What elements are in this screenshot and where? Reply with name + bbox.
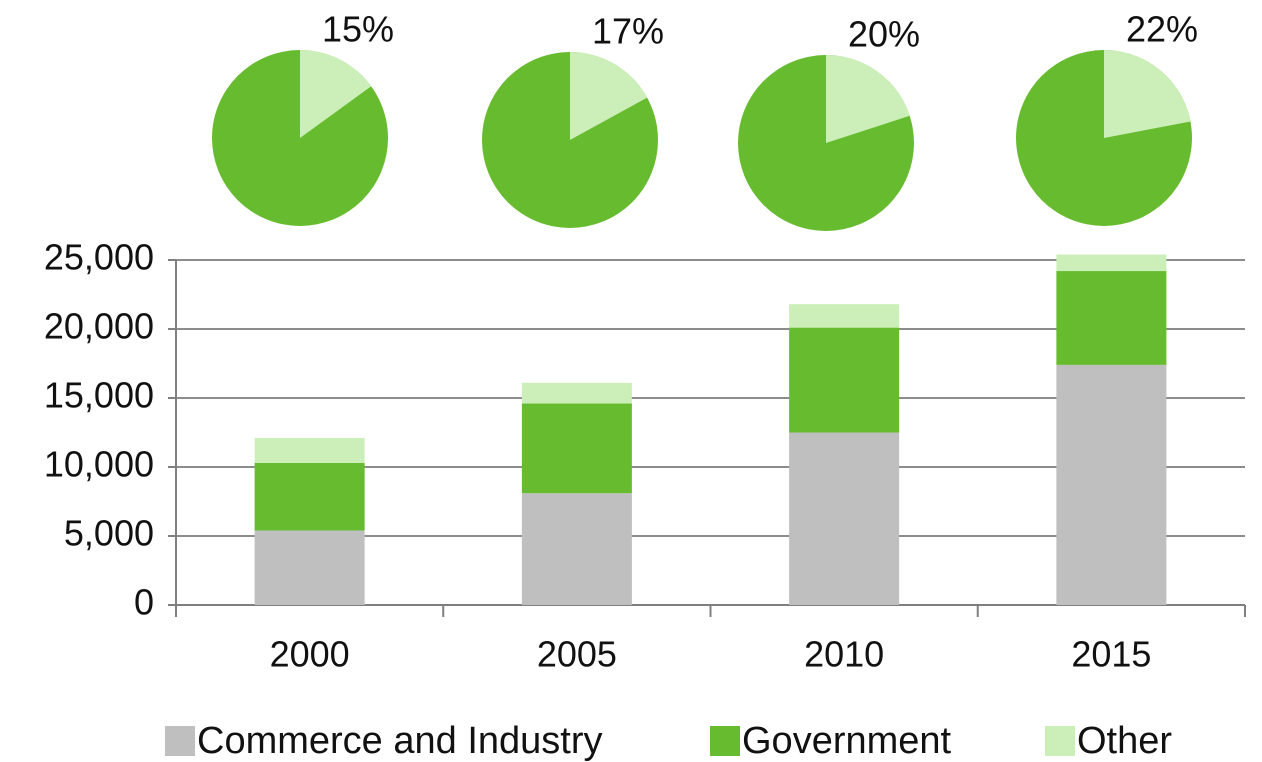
x-tick-label: 2010	[804, 634, 884, 675]
legend-label: Commerce and Industry	[197, 720, 603, 762]
bar-segment	[789, 327, 900, 433]
bar-segment	[789, 432, 900, 605]
bar-segment	[1056, 254, 1167, 272]
pie-slice	[826, 55, 910, 143]
bar-segment	[789, 304, 900, 328]
legend-swatch	[1045, 726, 1075, 756]
bar-segment	[521, 493, 632, 605]
legend-label: Government	[742, 720, 952, 762]
bar-segment	[254, 438, 365, 463]
pie-slice	[1104, 50, 1191, 138]
y-tick-label: 25,000	[44, 237, 154, 278]
legend-label: Other	[1077, 720, 1172, 762]
pie-slice	[570, 52, 648, 140]
y-tick-label: 15,000	[44, 375, 154, 416]
bar-segment	[1056, 364, 1167, 605]
x-tick-label: 2015	[1071, 634, 1151, 675]
bar-segment	[254, 462, 365, 531]
pie-label: 22%	[1126, 9, 1198, 50]
legend-swatch	[165, 726, 195, 756]
bar-segment	[521, 382, 632, 404]
y-tick-label: 10,000	[44, 444, 154, 485]
y-tick-label: 0	[134, 582, 154, 623]
bar-segment	[521, 403, 632, 494]
pie-label: 17%	[592, 11, 664, 52]
legend-swatch	[710, 726, 740, 756]
bar-segment	[1056, 271, 1167, 365]
y-tick-label: 5,000	[64, 513, 154, 554]
pie-label: 20%	[848, 14, 920, 55]
pie-label: 15%	[322, 9, 394, 50]
x-tick-label: 2005	[537, 634, 617, 675]
x-tick-label: 2000	[270, 634, 350, 675]
y-tick-label: 20,000	[44, 306, 154, 347]
pie-slice	[300, 50, 372, 138]
bar-segment	[254, 530, 365, 605]
